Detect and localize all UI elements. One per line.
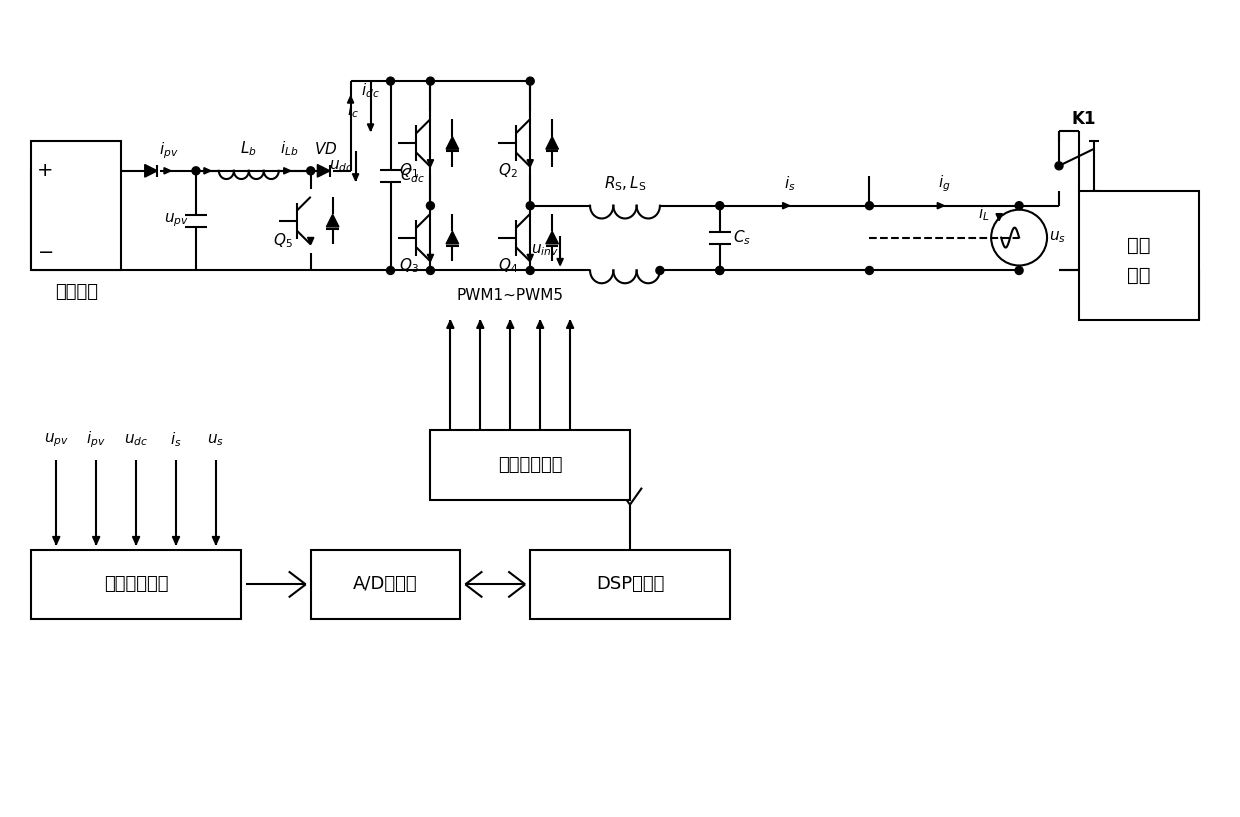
Polygon shape bbox=[567, 320, 574, 328]
Text: $\mathbf{K1}$: $\mathbf{K1}$ bbox=[1071, 110, 1096, 128]
Text: 驱动保护电路: 驱动保护电路 bbox=[498, 456, 563, 474]
Text: $i_s$: $i_s$ bbox=[784, 174, 795, 193]
Polygon shape bbox=[308, 238, 314, 244]
Polygon shape bbox=[52, 537, 60, 545]
Polygon shape bbox=[326, 214, 339, 227]
Polygon shape bbox=[352, 174, 358, 181]
Text: $C_s$: $C_s$ bbox=[733, 228, 750, 247]
Text: $i_{dc}$: $i_{dc}$ bbox=[361, 82, 379, 100]
Polygon shape bbox=[164, 167, 171, 174]
Circle shape bbox=[656, 266, 663, 275]
Polygon shape bbox=[476, 320, 484, 328]
Circle shape bbox=[427, 77, 434, 85]
Text: $u_{pv}$: $u_{pv}$ bbox=[164, 212, 188, 230]
Circle shape bbox=[427, 202, 434, 210]
Polygon shape bbox=[527, 160, 533, 167]
Text: $Q_4$: $Q_4$ bbox=[498, 257, 518, 275]
Circle shape bbox=[715, 202, 724, 210]
Text: $u_{dc}$: $u_{dc}$ bbox=[124, 432, 148, 448]
Text: $VD$: $VD$ bbox=[314, 141, 337, 157]
Circle shape bbox=[866, 202, 873, 210]
Text: $Q_3$: $Q_3$ bbox=[398, 257, 418, 275]
Circle shape bbox=[1016, 266, 1023, 275]
Text: $i_{pv}$: $i_{pv}$ bbox=[87, 430, 105, 450]
Polygon shape bbox=[212, 537, 219, 545]
Text: $i_g$: $i_g$ bbox=[937, 173, 951, 194]
Polygon shape bbox=[557, 258, 563, 266]
Polygon shape bbox=[546, 136, 558, 150]
Polygon shape bbox=[133, 537, 140, 545]
Circle shape bbox=[715, 266, 724, 275]
Text: $-$: $-$ bbox=[37, 241, 53, 260]
Text: $L_b$: $L_b$ bbox=[241, 140, 257, 158]
Text: PWM1~PWM5: PWM1~PWM5 bbox=[456, 288, 564, 303]
Bar bbox=[531, 550, 730, 619]
Text: $i_s$: $i_s$ bbox=[170, 431, 182, 449]
Text: $C_{dc}$: $C_{dc}$ bbox=[401, 167, 425, 185]
Circle shape bbox=[192, 167, 200, 175]
Bar bbox=[430, 430, 630, 500]
Text: $u_{dc}$: $u_{dc}$ bbox=[329, 158, 352, 174]
Polygon shape bbox=[93, 537, 99, 545]
Text: +: + bbox=[37, 161, 53, 181]
Polygon shape bbox=[546, 231, 558, 243]
Polygon shape bbox=[428, 254, 434, 261]
Polygon shape bbox=[446, 231, 459, 243]
Bar bbox=[311, 550, 460, 619]
Polygon shape bbox=[996, 214, 1002, 221]
Polygon shape bbox=[428, 160, 434, 167]
Polygon shape bbox=[145, 164, 157, 177]
Circle shape bbox=[1055, 162, 1063, 170]
Polygon shape bbox=[347, 96, 353, 103]
Text: $i_c$: $i_c$ bbox=[347, 101, 358, 120]
Text: $Q_5$: $Q_5$ bbox=[273, 231, 293, 250]
Polygon shape bbox=[317, 164, 330, 177]
Text: $i_L$: $i_L$ bbox=[978, 204, 990, 223]
Polygon shape bbox=[782, 203, 790, 209]
Bar bbox=[1079, 190, 1199, 320]
Polygon shape bbox=[527, 254, 533, 261]
Circle shape bbox=[526, 266, 534, 275]
Circle shape bbox=[526, 77, 534, 85]
Polygon shape bbox=[203, 167, 211, 174]
Text: A/D转换器: A/D转换器 bbox=[353, 575, 418, 593]
Text: 本地: 本地 bbox=[1127, 236, 1151, 255]
Circle shape bbox=[387, 266, 394, 275]
Polygon shape bbox=[507, 320, 513, 328]
Polygon shape bbox=[446, 320, 454, 328]
Polygon shape bbox=[446, 136, 459, 150]
Text: $u_s$: $u_s$ bbox=[1049, 230, 1065, 245]
Circle shape bbox=[306, 167, 315, 175]
Text: $Q_2$: $Q_2$ bbox=[498, 162, 518, 181]
Polygon shape bbox=[537, 320, 544, 328]
Circle shape bbox=[526, 202, 534, 210]
Text: $u_{pv}$: $u_{pv}$ bbox=[43, 431, 68, 449]
Text: $i_{Lb}$: $i_{Lb}$ bbox=[279, 140, 298, 158]
Bar bbox=[31, 550, 241, 619]
Polygon shape bbox=[284, 167, 290, 174]
Text: DSP控制器: DSP控制器 bbox=[595, 575, 665, 593]
Circle shape bbox=[1016, 202, 1023, 210]
Text: $i_{pv}$: $i_{pv}$ bbox=[159, 141, 179, 161]
Text: $u_s$: $u_s$ bbox=[207, 432, 224, 448]
Circle shape bbox=[866, 266, 873, 275]
Circle shape bbox=[715, 266, 724, 275]
Text: 信号调理电路: 信号调理电路 bbox=[104, 575, 169, 593]
Text: 光伏阵列: 光伏阵列 bbox=[55, 283, 98, 301]
Bar bbox=[31, 141, 122, 270]
Circle shape bbox=[427, 266, 434, 275]
Polygon shape bbox=[172, 537, 180, 545]
Text: 负载: 负载 bbox=[1127, 266, 1151, 285]
Polygon shape bbox=[367, 124, 373, 131]
Text: $Q_1$: $Q_1$ bbox=[398, 162, 418, 181]
Text: $u_{inv}$: $u_{inv}$ bbox=[531, 243, 559, 258]
Polygon shape bbox=[937, 203, 945, 209]
Circle shape bbox=[387, 77, 394, 85]
Text: $R_{\rm S},L_{\rm S}$: $R_{\rm S},L_{\rm S}$ bbox=[604, 174, 646, 193]
